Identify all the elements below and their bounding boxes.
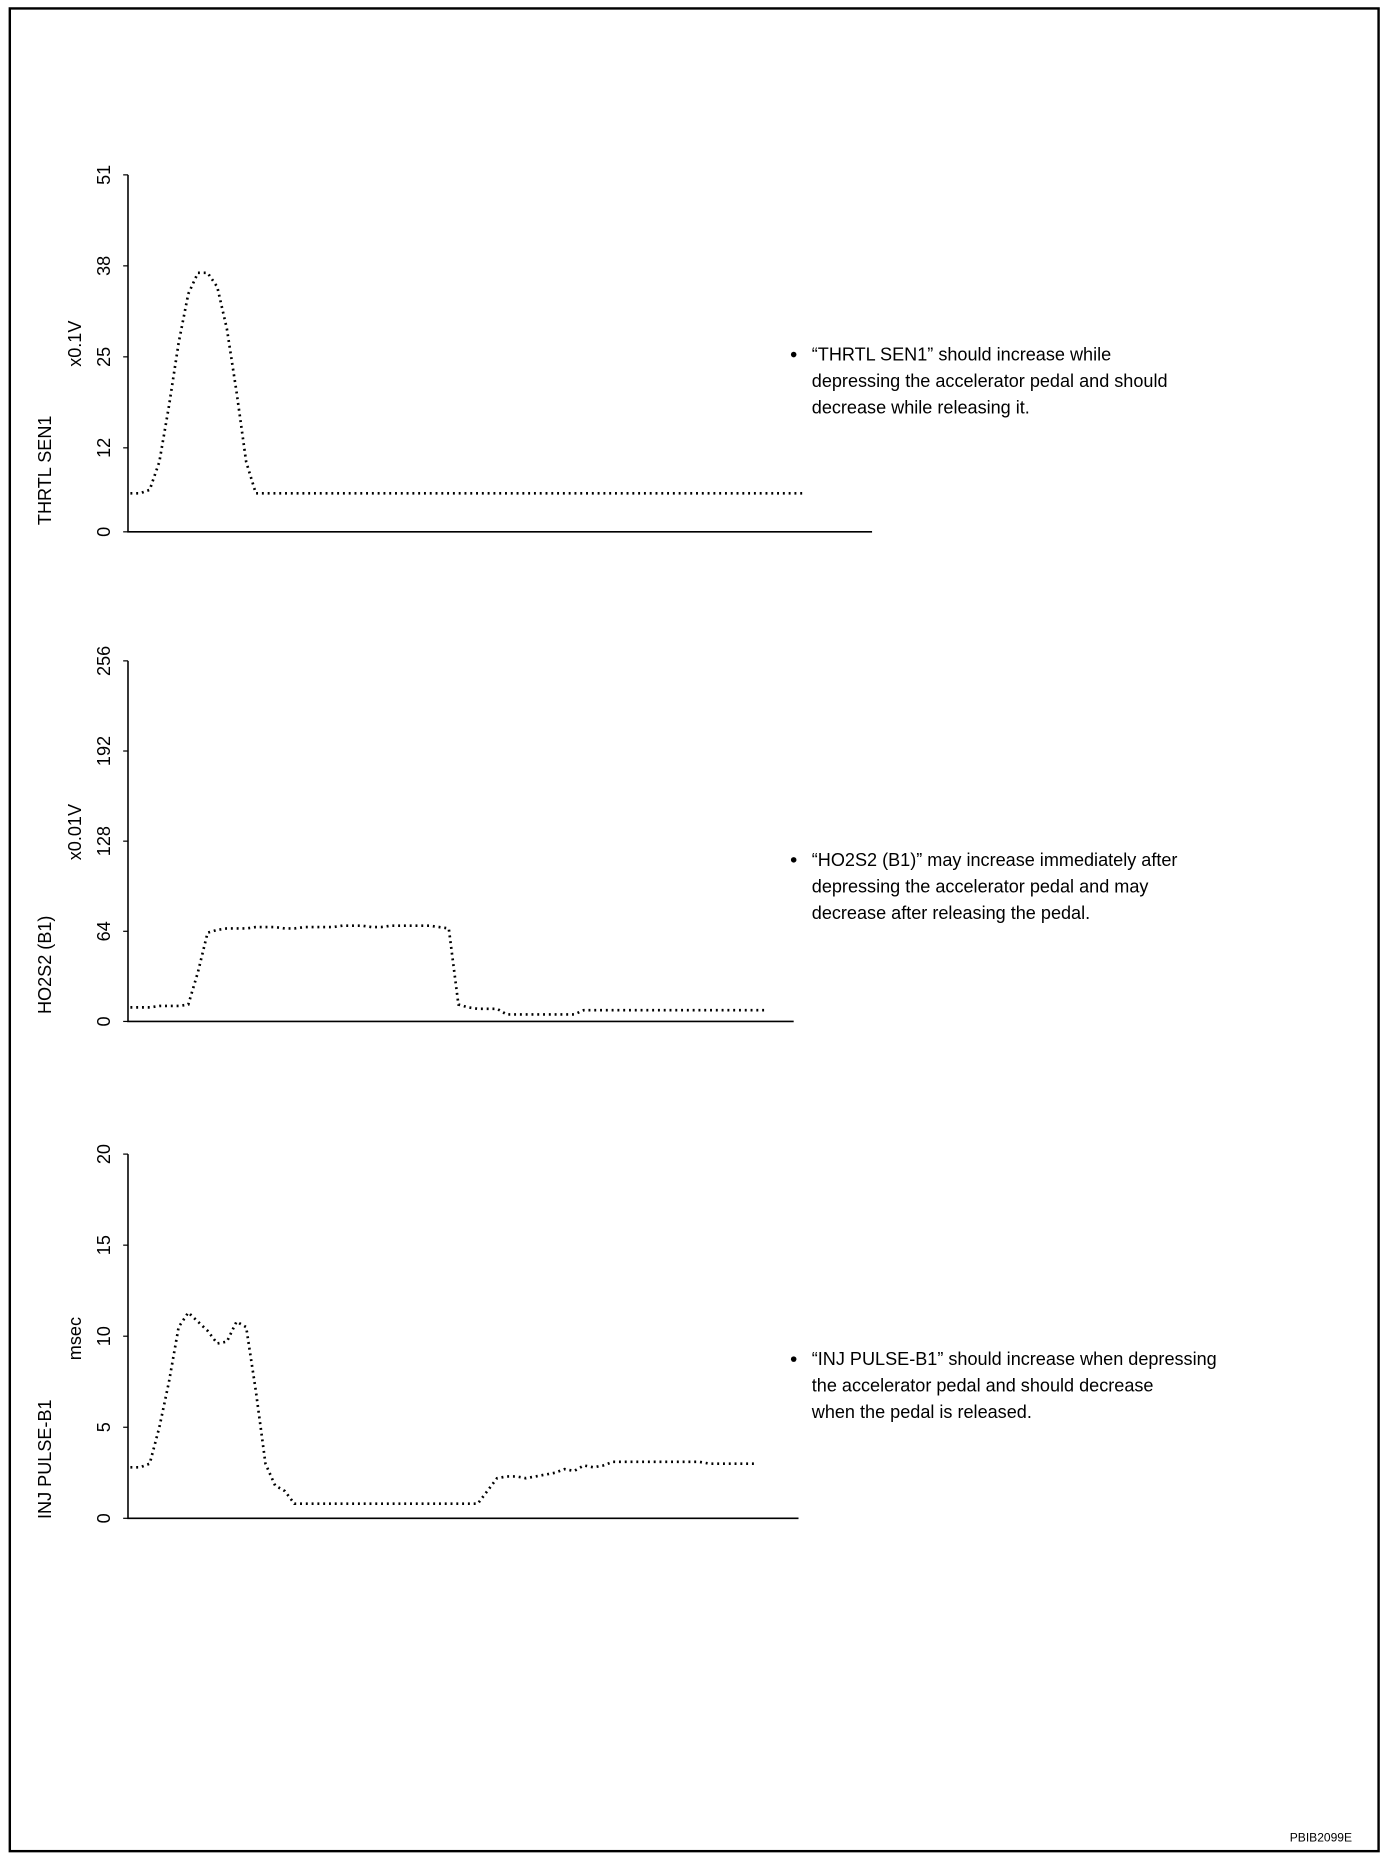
page-border [8,7,1380,1853]
note-line: decrease while releasing it. [812,398,1030,418]
y-tick-label: 128 [94,826,114,856]
y-tick-label: 64 [94,921,114,941]
data-line [130,271,806,495]
y-axis-label: INJ PULSE-B1 [35,1399,55,1519]
y-tick-label: 15 [94,1235,114,1255]
y-tick-label: 0 [94,527,114,537]
y-axis-unit: msec [65,1317,85,1360]
y-tick-label: 0 [94,1016,114,1026]
y-tick-label: 25 [94,347,114,367]
figure-code: PBIB2099E [1290,1830,1352,1844]
note-line: depressing the accelerator pedal and sho… [812,371,1168,391]
bullet [790,351,797,358]
y-tick-label: 192 [94,736,114,766]
y-tick-label: 20 [94,1144,114,1164]
y-axis-unit: x0.01V [65,804,85,860]
note-line: when the pedal is released. [811,1402,1032,1422]
y-tick-label: 12 [94,438,114,458]
y-tick-label: 51 [94,165,114,185]
y-tick-label: 10 [94,1326,114,1346]
axis [127,1154,799,1520]
note-line: “INJ PULSE-B1” should increase when depr… [812,1349,1217,1369]
y-tick-label: 0 [94,1513,114,1523]
y-tick-label: 256 [94,646,114,676]
y-axis-label: THRTL SEN1 [35,416,55,526]
bullet [790,857,797,863]
note-line: the accelerator pedal and should decreas… [812,1376,1154,1396]
y-axis-unit: x0.1V [65,321,85,367]
y-tick-label: 38 [94,256,114,276]
data-line [130,1310,758,1506]
y-tick-label: 5 [94,1422,114,1432]
note-line: “HO2S2 (B1)” may increase immediately af… [812,850,1178,870]
note-line: decrease after releasing the pedal. [812,903,1090,923]
y-axis-label: HO2S2 (B1) [35,916,55,1014]
axis [127,660,794,1023]
data-line [130,924,768,1016]
note-line: depressing the accelerator pedal and may [812,876,1149,896]
note-line: “THRTL SEN1” should increase while [812,345,1111,365]
axis [127,174,873,533]
bullet [790,1356,797,1362]
